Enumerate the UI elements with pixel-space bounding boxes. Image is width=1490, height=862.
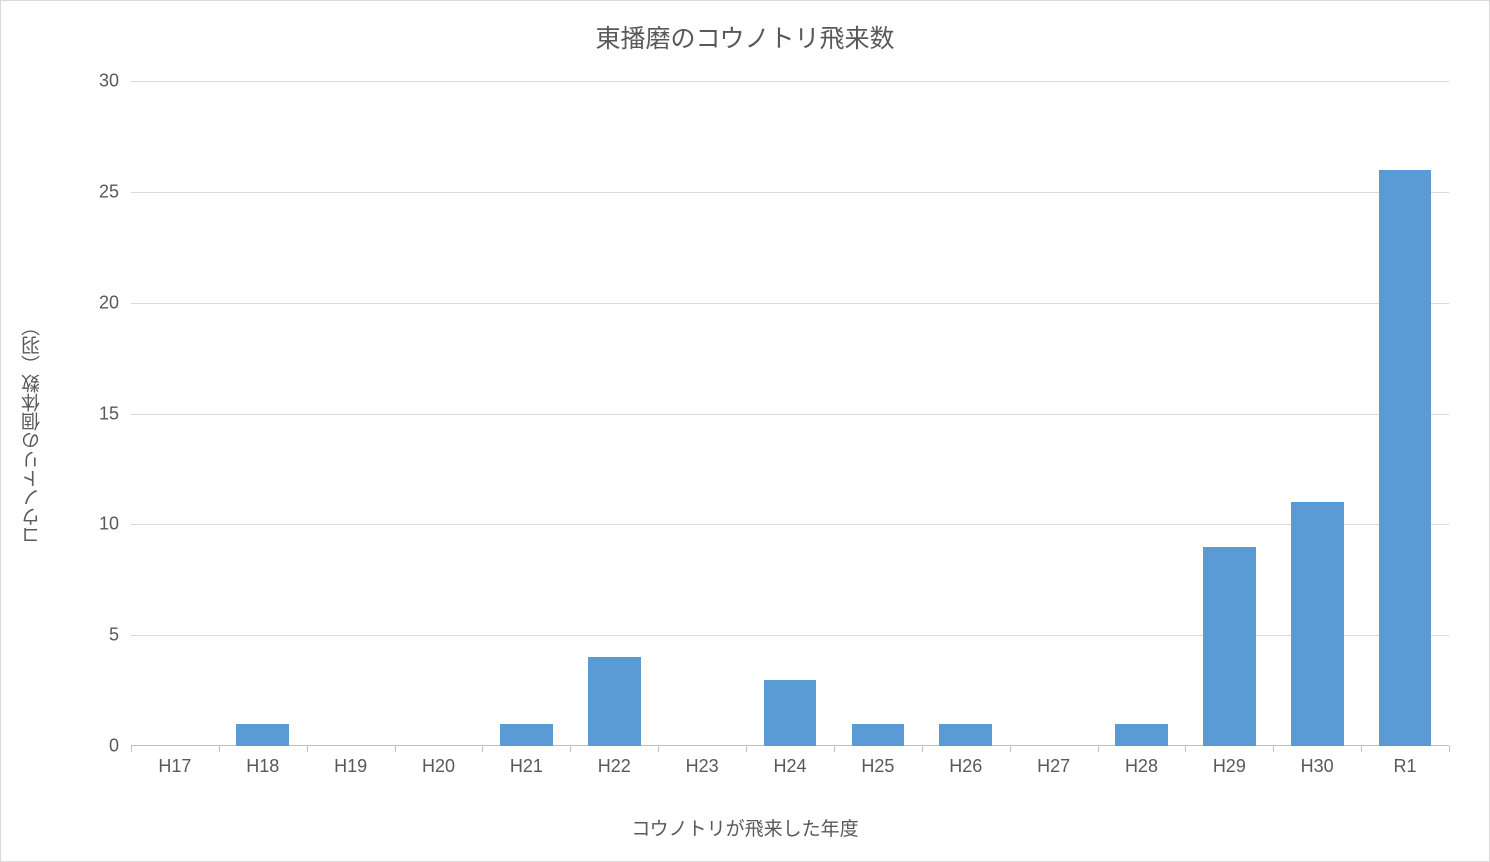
x-tick-label: H27 <box>1037 746 1070 777</box>
y-tick-label: 0 <box>109 736 131 757</box>
grid-line <box>131 414 1449 415</box>
x-tick-label: H24 <box>773 746 806 777</box>
x-axis-label: コウノトリが飛来した年度 <box>1 814 1489 841</box>
grid-line <box>131 81 1449 82</box>
bar <box>1203 547 1256 747</box>
x-tick-label: H29 <box>1213 746 1246 777</box>
x-tick <box>570 746 571 752</box>
x-tick <box>307 746 308 752</box>
x-tick <box>746 746 747 752</box>
y-tick-label: 10 <box>99 514 131 535</box>
x-tick-label: H26 <box>949 746 982 777</box>
x-tick-label: H19 <box>334 746 367 777</box>
x-tick-label: H21 <box>510 746 543 777</box>
x-tick <box>658 746 659 752</box>
x-tick <box>1185 746 1186 752</box>
x-tick <box>834 746 835 752</box>
grid-line <box>131 303 1449 304</box>
bar <box>939 724 992 746</box>
x-tick <box>922 746 923 752</box>
grid-line <box>131 192 1449 193</box>
bar <box>1115 724 1168 746</box>
x-tick-label: H23 <box>686 746 719 777</box>
bar <box>852 724 905 746</box>
y-tick-label: 15 <box>99 403 131 424</box>
grid-line <box>131 524 1449 525</box>
x-tick-label: H20 <box>422 746 455 777</box>
chart-title: 東播磨のコウノトリ飛来数 <box>1 19 1489 55</box>
y-tick-label: 25 <box>99 181 131 202</box>
y-tick-label: 20 <box>99 292 131 313</box>
bar <box>764 680 817 747</box>
bar <box>588 657 641 746</box>
x-tick <box>395 746 396 752</box>
bar <box>236 724 289 746</box>
x-tick-label: H25 <box>861 746 894 777</box>
bar <box>1379 170 1432 746</box>
x-tick <box>219 746 220 752</box>
y-axis-label: コウノトリの個体数（羽） <box>19 317 46 545</box>
x-tick-label: H17 <box>158 746 191 777</box>
x-tick <box>1361 746 1362 752</box>
x-tick-label: H18 <box>246 746 279 777</box>
x-tick-label: H28 <box>1125 746 1158 777</box>
x-tick <box>482 746 483 752</box>
x-tick <box>1449 746 1450 752</box>
bar <box>1291 502 1344 746</box>
x-tick <box>131 746 132 752</box>
x-tick-label: H30 <box>1301 746 1334 777</box>
chart-container: 東播磨のコウノトリ飛来数 コウノトリの個体数（羽） コウノトリが飛来した年度 0… <box>0 0 1490 862</box>
plot-area: 051015202530H17H18H19H20H21H22H23H24H25H… <box>131 81 1449 746</box>
y-tick-label: 30 <box>99 71 131 92</box>
x-tick <box>1098 746 1099 752</box>
x-tick-label: R1 <box>1394 746 1417 777</box>
bar <box>500 724 553 746</box>
x-tick-label: H22 <box>598 746 631 777</box>
x-tick <box>1010 746 1011 752</box>
x-tick <box>1273 746 1274 752</box>
y-tick-label: 5 <box>109 625 131 646</box>
